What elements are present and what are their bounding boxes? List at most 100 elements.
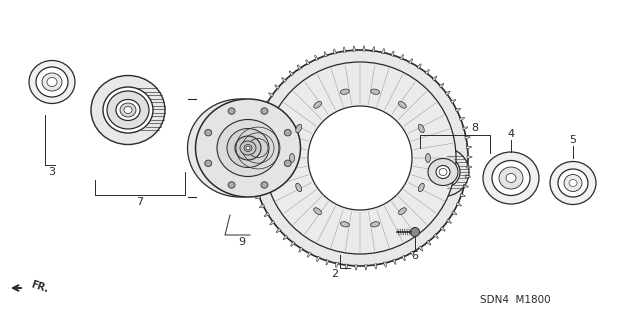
Polygon shape (402, 255, 405, 261)
Text: 5: 5 (570, 135, 577, 145)
Ellipse shape (314, 101, 321, 108)
Ellipse shape (340, 222, 349, 227)
Text: 8: 8 (472, 123, 479, 133)
Polygon shape (460, 193, 465, 197)
Text: 2: 2 (332, 269, 339, 279)
Polygon shape (465, 137, 470, 140)
Text: FR.: FR. (30, 279, 50, 294)
Polygon shape (408, 59, 413, 64)
Ellipse shape (107, 91, 149, 129)
Polygon shape (440, 227, 445, 231)
Text: 9: 9 (239, 237, 246, 247)
Polygon shape (275, 85, 280, 89)
Polygon shape (455, 108, 461, 112)
Polygon shape (255, 119, 260, 123)
Polygon shape (345, 264, 348, 269)
Ellipse shape (436, 165, 450, 179)
Polygon shape (283, 235, 288, 240)
Polygon shape (269, 93, 274, 97)
Polygon shape (467, 156, 472, 158)
Polygon shape (353, 46, 356, 51)
Polygon shape (426, 240, 431, 245)
Polygon shape (439, 83, 444, 88)
Ellipse shape (296, 124, 301, 133)
Text: 4: 4 (508, 129, 515, 139)
Polygon shape (374, 264, 377, 269)
Ellipse shape (340, 89, 349, 94)
Polygon shape (392, 259, 396, 264)
Ellipse shape (492, 161, 530, 196)
Ellipse shape (371, 222, 380, 227)
Ellipse shape (428, 158, 458, 186)
Ellipse shape (103, 87, 153, 133)
Polygon shape (307, 252, 312, 257)
Polygon shape (463, 127, 468, 130)
Polygon shape (417, 64, 421, 69)
Ellipse shape (261, 182, 268, 188)
Ellipse shape (569, 180, 577, 187)
Polygon shape (400, 54, 403, 60)
Polygon shape (259, 110, 264, 114)
Polygon shape (269, 220, 275, 225)
Polygon shape (282, 77, 287, 82)
Ellipse shape (499, 167, 523, 189)
Polygon shape (252, 129, 257, 132)
Ellipse shape (120, 103, 136, 117)
Ellipse shape (195, 99, 301, 197)
Ellipse shape (91, 76, 165, 145)
Polygon shape (355, 265, 358, 270)
Ellipse shape (228, 108, 235, 114)
Ellipse shape (314, 208, 321, 215)
Ellipse shape (205, 130, 212, 136)
Polygon shape (317, 256, 320, 261)
Ellipse shape (426, 154, 431, 163)
Polygon shape (250, 139, 255, 141)
Ellipse shape (550, 162, 596, 204)
Polygon shape (259, 204, 265, 208)
Polygon shape (248, 157, 253, 160)
Circle shape (264, 62, 456, 254)
Polygon shape (297, 65, 301, 70)
Polygon shape (372, 47, 375, 52)
Polygon shape (276, 228, 281, 233)
Polygon shape (364, 265, 367, 270)
Polygon shape (362, 46, 365, 51)
Text: 6: 6 (412, 251, 419, 261)
Circle shape (410, 228, 419, 236)
Polygon shape (391, 51, 394, 56)
Polygon shape (467, 146, 472, 149)
Circle shape (308, 106, 412, 210)
Polygon shape (252, 186, 257, 189)
Polygon shape (248, 167, 253, 170)
Ellipse shape (42, 73, 62, 91)
Ellipse shape (240, 141, 256, 155)
Ellipse shape (116, 100, 140, 121)
Ellipse shape (244, 145, 252, 151)
Polygon shape (460, 117, 465, 121)
Ellipse shape (217, 119, 279, 177)
Ellipse shape (284, 130, 291, 136)
Ellipse shape (36, 67, 68, 97)
Ellipse shape (188, 99, 292, 197)
Ellipse shape (419, 124, 424, 133)
Ellipse shape (399, 208, 406, 215)
Polygon shape (433, 234, 438, 238)
Ellipse shape (235, 136, 261, 160)
Polygon shape (250, 177, 255, 180)
Polygon shape (291, 241, 295, 246)
Polygon shape (465, 175, 470, 178)
Ellipse shape (29, 60, 75, 103)
Ellipse shape (564, 174, 582, 191)
Polygon shape (299, 247, 303, 252)
Polygon shape (456, 202, 461, 206)
Ellipse shape (371, 89, 380, 94)
Text: 7: 7 (136, 197, 143, 207)
Polygon shape (263, 101, 268, 105)
Ellipse shape (439, 169, 447, 175)
Text: 3: 3 (49, 167, 56, 177)
Ellipse shape (261, 108, 268, 114)
Polygon shape (255, 195, 260, 199)
Polygon shape (306, 60, 310, 65)
Polygon shape (463, 184, 468, 187)
Polygon shape (410, 251, 414, 256)
